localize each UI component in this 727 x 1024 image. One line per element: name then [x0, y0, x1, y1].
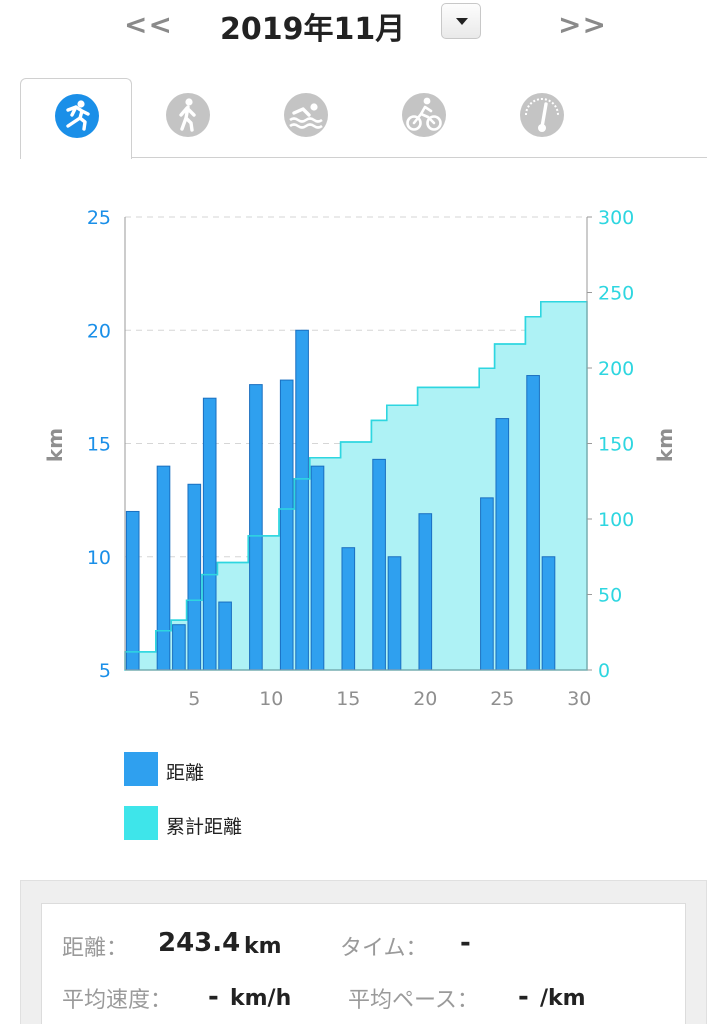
legend-swatch-distance	[124, 752, 158, 786]
y-tick-right-6: 300	[598, 207, 634, 229]
distance-unit: km	[244, 934, 282, 959]
distance-bar-day-20	[418, 513, 433, 671]
month-navigation: << 2019年11月 >>	[0, 0, 727, 60]
cumulative-step-line	[125, 300, 587, 653]
activity-tabs	[0, 78, 727, 160]
avg-pace-unit: /km	[540, 986, 586, 1011]
legend-label-distance: 距離	[166, 762, 205, 784]
x-tick-1: 10	[259, 688, 283, 710]
avg-pace-value: -	[518, 982, 529, 1012]
y-tick-right-5: 250	[598, 283, 634, 305]
walking-icon	[166, 93, 210, 137]
y-tick-right-1: 50	[598, 585, 622, 607]
distance-bar-day-3	[156, 465, 171, 671]
x-tick-5: 30	[567, 688, 591, 710]
month-title: 2019年11月	[220, 12, 406, 47]
previous-month-button[interactable]: <<	[124, 8, 173, 41]
y-tick-left-3: 20	[87, 320, 111, 342]
distance-bar-day-6	[202, 397, 217, 671]
avg-speed-label: 平均速度：	[62, 988, 173, 1013]
summary-card: 距離： 243.4 km タイム： - 平均速度： - km/h 平均ペース： …	[41, 903, 686, 1024]
distance-bar-day-11	[279, 379, 294, 671]
distance-bars	[125, 300, 587, 671]
y-tick-right-4: 200	[598, 358, 634, 380]
y-tick-right-3: 150	[598, 434, 634, 456]
y-tick-left-0: 5	[99, 660, 111, 682]
avg-speed-value: -	[208, 982, 219, 1012]
y-axis-label-left: km	[43, 428, 67, 462]
month-dropdown-button[interactable]	[441, 3, 481, 39]
distance-value: 243.4	[158, 928, 241, 958]
distance-bar-day-17	[372, 458, 386, 671]
distance-bar-day-15	[341, 547, 356, 671]
summary-panel: 距離： 243.4 km タイム： - 平均速度： - km/h 平均ペース： …	[20, 880, 707, 1024]
tab-swimming[interactable]	[250, 78, 362, 158]
legend-swatch-cumulative	[124, 806, 158, 840]
swimming-icon	[284, 93, 328, 137]
y-tick-right-0: 0	[598, 660, 610, 682]
distance-bar-day-28	[541, 556, 556, 671]
distance-bar-day-9	[249, 384, 263, 671]
avg-speed-unit: km/h	[230, 986, 292, 1011]
next-month-button[interactable]: >>	[558, 8, 607, 41]
y-tick-left-4: 25	[87, 207, 111, 229]
time-label: タイム：	[340, 936, 428, 961]
distance-bar-day-4	[172, 624, 186, 671]
running-icon	[55, 94, 99, 138]
x-tick-3: 20	[413, 688, 437, 710]
distance-bar-day-25	[495, 418, 510, 671]
time-value: -	[460, 928, 471, 958]
distance-bar-day-1	[125, 510, 140, 671]
gauge-icon	[520, 93, 564, 137]
distance-chart: 5 10 15 20 25 0 50 100 150 200 250 300 5 10 15 20 25 30 k…	[0, 200, 727, 720]
tab-cycling[interactable]	[368, 78, 480, 158]
tabs-divider	[20, 157, 707, 158]
y-tick-left-1: 10	[87, 547, 111, 569]
tab-gauge[interactable]	[486, 78, 598, 158]
avg-pace-label: 平均ペース：	[348, 988, 479, 1013]
x-tick-0: 5	[188, 688, 200, 710]
legend-label-cumulative: 累計距離	[166, 816, 243, 838]
cycling-icon	[402, 93, 446, 137]
distance-label: 距離：	[62, 936, 129, 961]
distance-bar-day-7	[218, 601, 232, 671]
y-tick-right-2: 100	[598, 509, 634, 531]
distance-bar-day-12	[295, 329, 309, 671]
tab-walking[interactable]	[132, 78, 244, 158]
distance-bar-day-24	[480, 497, 494, 671]
distance-bar-day-13	[310, 465, 325, 671]
tab-running[interactable]	[20, 78, 132, 159]
distance-bar-day-27	[526, 375, 540, 671]
y-axis-label-right: km	[653, 428, 677, 462]
distance-bar-day-5	[187, 483, 202, 671]
x-tick-4: 25	[490, 688, 514, 710]
y-tick-left-2: 15	[87, 434, 111, 456]
x-tick-2: 15	[336, 688, 360, 710]
distance-bar-day-18	[387, 556, 402, 671]
